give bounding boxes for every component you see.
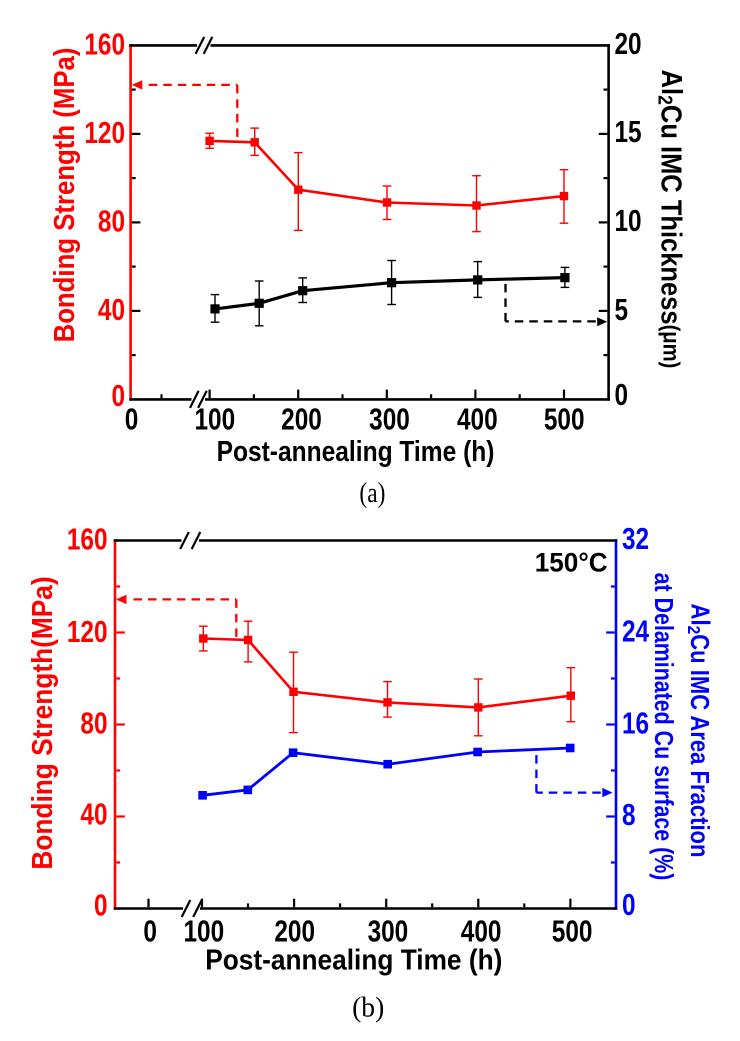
svg-text:0: 0 [111, 378, 125, 412]
svg-text:0: 0 [125, 402, 139, 436]
svg-text:10: 10 [615, 203, 642, 237]
svg-text:500: 500 [552, 914, 593, 948]
svg-text:100: 100 [194, 402, 235, 436]
svg-text:0: 0 [94, 888, 108, 922]
svg-text:(b): (b) [352, 992, 384, 1024]
svg-text:160: 160 [67, 522, 108, 556]
svg-text:300: 300 [369, 402, 410, 436]
svg-text:Bonding Strength (MPa): Bonding Strength (MPa) [48, 48, 81, 343]
svg-text:Bonding Strength(MPa): Bonding Strength(MPa) [26, 576, 58, 869]
svg-text:20: 20 [615, 26, 642, 60]
svg-text:40: 40 [98, 292, 125, 326]
svg-text:8: 8 [622, 797, 636, 831]
svg-text:0: 0 [622, 887, 636, 921]
svg-text:Post-annealing Time (h): Post-annealing Time (h) [205, 943, 502, 975]
svg-text:15: 15 [615, 114, 642, 148]
svg-text:Post-annealing Time (h): Post-annealing Time (h) [217, 435, 495, 467]
svg-text:300: 300 [368, 914, 409, 948]
svg-text:32: 32 [622, 521, 649, 555]
svg-text:160: 160 [84, 27, 125, 61]
svg-text:400: 400 [461, 914, 502, 948]
svg-text:100: 100 [183, 914, 224, 948]
svg-text:(a): (a) [359, 477, 385, 509]
svg-text:120: 120 [67, 614, 108, 648]
svg-text:16: 16 [622, 706, 649, 740]
svg-text:120: 120 [84, 115, 125, 149]
svg-text:at Delaminated Cu surface (%): at Delaminated Cu surface (%) [649, 573, 677, 881]
svg-text:0: 0 [615, 377, 629, 411]
svg-text:200: 200 [274, 914, 315, 948]
svg-text:Al2Cu IMC Thickness(μm): Al2Cu IMC Thickness(μm) [655, 70, 689, 369]
svg-text:24: 24 [622, 614, 650, 648]
svg-text:Al2Cu IMC Area Fraction: Al2Cu IMC Area Fraction [684, 604, 714, 858]
svg-text:500: 500 [544, 402, 585, 436]
svg-text:0: 0 [143, 914, 157, 948]
svg-text:200: 200 [281, 402, 322, 436]
svg-text:400: 400 [457, 402, 498, 436]
svg-text:80: 80 [80, 706, 107, 740]
svg-text:5: 5 [615, 292, 629, 326]
svg-text:150°C: 150°C [535, 547, 608, 577]
svg-text:40: 40 [80, 797, 107, 831]
svg-text:80: 80 [98, 204, 125, 238]
